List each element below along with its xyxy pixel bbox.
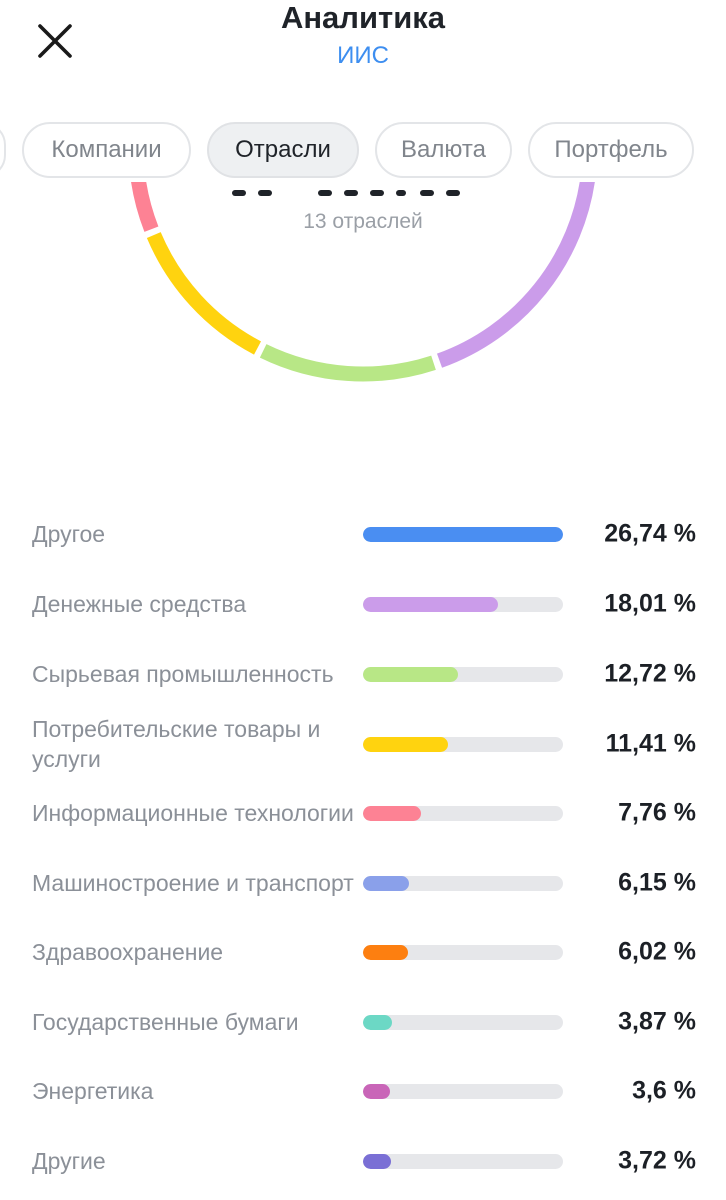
total-value-remnant [232,190,460,196]
donut-segment [436,182,595,368]
data-label: 3,6 % [632,1076,696,1105]
bar [363,1154,391,1169]
tab-industries[interactable]: Отрасли [207,122,359,178]
bar-track [363,527,563,542]
category-label: Другое [32,521,106,547]
bar [363,945,409,960]
header: Аналитика ИИС [0,0,726,100]
data-label: 26,74 % [604,519,696,548]
bar [363,806,422,821]
category-label: Потребительские товары и услуги [32,716,321,772]
list-item[interactable]: Машиностроение и транспорт 6,15 % [0,851,726,915]
bar-track [363,1084,563,1099]
donut-segment [131,182,159,232]
category-label: Энергетика [32,1078,154,1104]
category-label: Машиностроение и транспорт [32,870,354,896]
data-label: 12,72 % [604,659,696,688]
list-item[interactable]: Сырьевая промышленность 12,72 % [0,642,726,706]
category-label: Здравоохранение [32,939,224,965]
tab-partial-left[interactable] [0,122,6,178]
page-subtitle: ИИС [337,42,389,69]
tab-companies[interactable]: Компании [22,122,191,178]
data-label: 6,15 % [618,868,696,897]
close-icon [38,24,72,58]
data-label: 18,01 % [604,589,696,618]
category-label: Информационные технологии [32,800,354,826]
bar-track [363,806,563,821]
list-item[interactable]: Государственные бумаги 3,87 % [0,990,726,1054]
list-item[interactable]: Другие 3,72 % [0,1129,726,1193]
data-label: 11,41 % [605,729,696,758]
bar-track [363,1154,563,1169]
bar-track [363,945,563,960]
bar [363,597,498,612]
data-label: 6,02 % [618,937,696,966]
data-label: 3,87 % [618,1007,696,1036]
list-item[interactable]: Другое 26,74 % [0,502,726,566]
category-label: Денежные средства [32,591,247,617]
bar [363,737,449,752]
bar [363,1084,390,1099]
bar-track [363,1015,563,1030]
list-item[interactable]: Энергетика 3,6 % [0,1059,726,1123]
donut-segment [259,344,436,382]
list-item[interactable]: Здравоохранение 6,02 % [0,920,726,984]
tab-bar: Компании Отрасли Валюта Портфель [0,120,726,182]
category-label: Государственные бумаги [32,1009,299,1035]
donut-caption: 13 отраслей [303,210,423,233]
category-label: Сырьевая промышленность [32,661,334,687]
bar-track [363,737,563,752]
bar [363,1015,392,1030]
close-button[interactable] [30,18,80,64]
tab-currency[interactable]: Валюта [375,122,512,178]
list-item[interactable]: Информационные технологии 7,76 % [0,781,726,845]
bar [363,876,409,891]
list-item[interactable]: Потребительские товары и услуги 11,41 % [0,712,726,776]
data-label: 3,72 % [618,1146,696,1175]
donut-svg [131,182,595,382]
category-label: Другие [32,1148,106,1174]
bar-track [363,667,563,682]
bar-track [363,876,563,891]
list-item[interactable]: Денежные средства 18,01 % [0,572,726,636]
bar-track [363,597,563,612]
bar [363,527,563,542]
data-label: 7,76 % [618,798,696,827]
page-title: Аналитика [280,0,446,35]
donut-chart: 13 отраслей [0,182,726,452]
donut-segment [146,232,262,355]
bar [363,667,459,682]
tab-portfolio[interactable]: Портфель [528,122,694,178]
